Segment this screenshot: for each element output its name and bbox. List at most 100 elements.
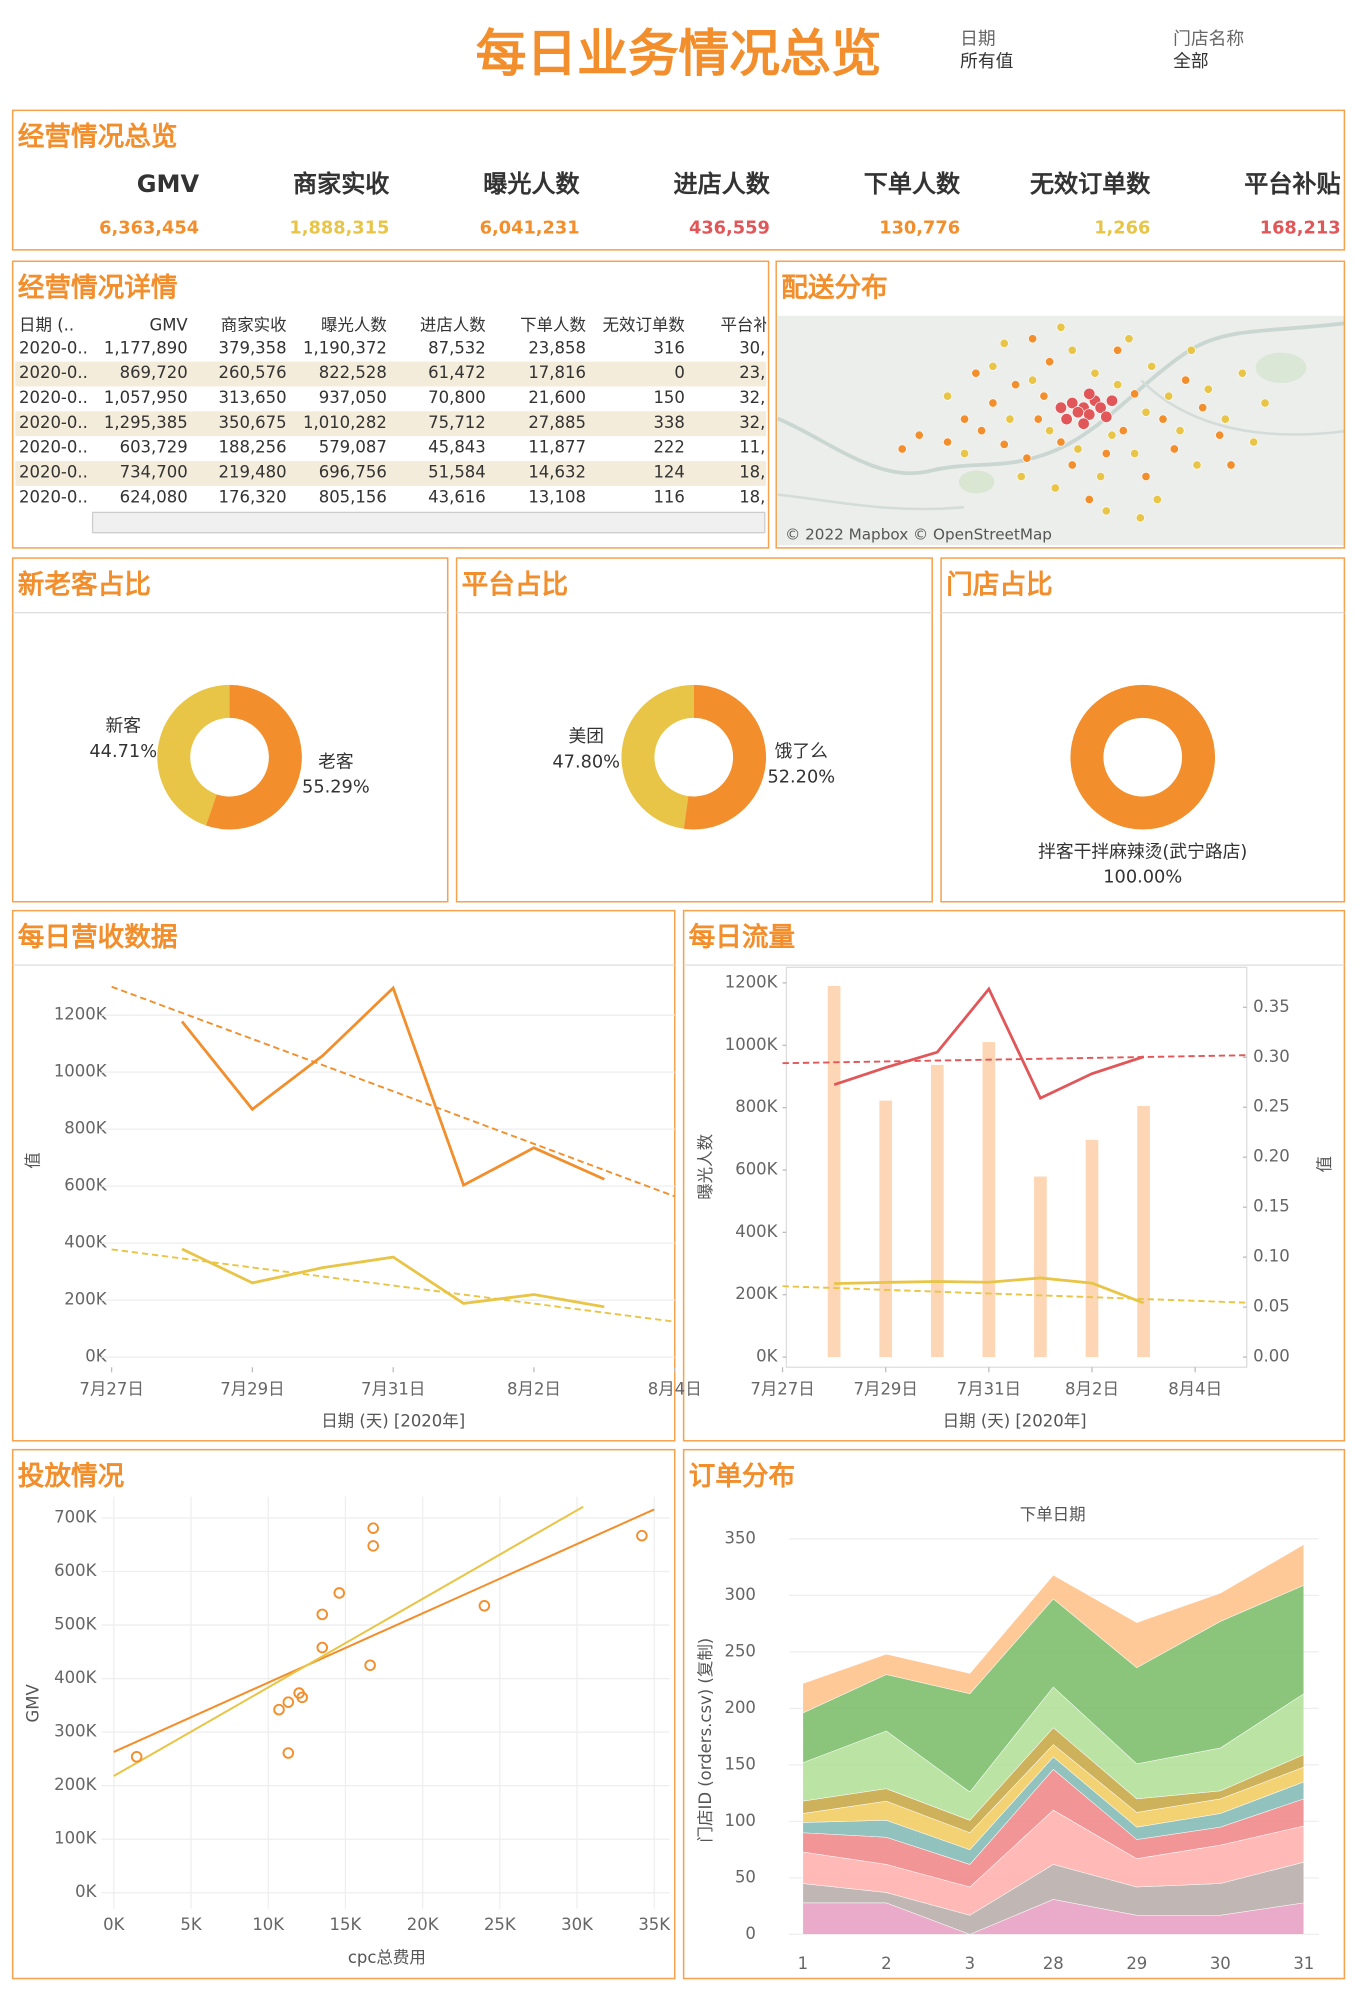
column-header: 无效订单数 (603, 315, 685, 334)
y-axis-label: 曝光人数 (696, 1134, 715, 1200)
kpi-value: 1,266 (1094, 218, 1150, 238)
y-axis-label: 值 (1315, 1156, 1334, 1172)
map-point (1141, 471, 1151, 482)
cell: 188,256 (219, 438, 287, 457)
cell: 17,816 (528, 363, 586, 382)
cell: 2020-0.. (19, 338, 88, 357)
x-tick-label: 1 (798, 1954, 808, 1973)
map-point (1056, 322, 1066, 332)
donut-slice (1070, 684, 1216, 830)
cell: 2020-0.. (19, 388, 88, 407)
y-tick-label: 600K (735, 1160, 778, 1179)
filter-label: 门店名称 (1173, 28, 1244, 49)
scatter-point (273, 1703, 285, 1716)
line (181, 1247, 605, 1309)
scrollbar[interactable] (91, 511, 766, 534)
y-tick-label: 0.35 (1253, 997, 1290, 1016)
y-tick-label: 300 (724, 1585, 755, 1604)
panel-title: 平台占比 (462, 569, 568, 600)
y-tick-label: 200 (724, 1698, 755, 1717)
y-tick-label: 50 (735, 1867, 756, 1886)
row-shade (15, 461, 767, 486)
map-point (1071, 406, 1084, 419)
map-point (943, 437, 953, 447)
cell: 2020-0.. (19, 463, 88, 482)
x-axis-label: 日期 (天) [2020年] (321, 1411, 465, 1430)
panel-frame (11, 1448, 676, 1980)
map-point (1056, 437, 1066, 447)
map-point (1067, 345, 1077, 355)
cell: 350,675 (219, 413, 287, 432)
map-point (1164, 391, 1174, 401)
x-tick-label: 0K (103, 1915, 125, 1934)
y-axis-label: 值 (24, 1152, 43, 1168)
map-point (1249, 437, 1259, 447)
cell: 27,885 (528, 413, 586, 432)
y-tick-label: 0.30 (1253, 1047, 1290, 1066)
y-tick-label: 200K (64, 1290, 107, 1309)
x-tick-label: 7月29日 (220, 1380, 284, 1399)
donut-slice (157, 684, 230, 826)
scatter-point (333, 1587, 346, 1599)
kpi-label: 曝光人数 (483, 170, 580, 198)
map-point (1039, 391, 1049, 401)
plot-frame (785, 966, 1248, 1368)
cell: 32,61 (739, 413, 786, 432)
line (180, 985, 605, 1188)
x-tick-label: 8月2日 (507, 1380, 561, 1399)
map-point (1090, 368, 1100, 378)
map-point (914, 430, 924, 440)
map-point (1028, 375, 1038, 385)
panel-title: 订单分布 (689, 1461, 796, 1492)
panel-title: 每日流量 (689, 922, 796, 953)
cell: 124 (653, 463, 684, 482)
map-point (960, 414, 970, 424)
cell: 822,528 (319, 363, 387, 382)
scatter-point (478, 1600, 491, 1612)
bar (1034, 1176, 1047, 1358)
map-point (1028, 334, 1038, 344)
map-point (1045, 426, 1055, 436)
cell: 219,480 (219, 463, 287, 482)
cell: 603,729 (120, 438, 188, 457)
map-attribution: © 2022 Mapbox © OpenStreetMap (785, 526, 1052, 544)
map-point (960, 449, 970, 459)
cell: 1,010,282 (303, 413, 387, 432)
y-tick-label: 700K (54, 1508, 97, 1527)
cell: 313,650 (219, 388, 287, 407)
map-point (1094, 401, 1107, 414)
kpi-value: 130,776 (879, 218, 960, 238)
x-tick-label: 8月4日 (1168, 1380, 1222, 1399)
cell: 18,67 (739, 487, 786, 506)
map-point (1084, 494, 1094, 504)
y-tick-label: 1000K (725, 1035, 779, 1054)
cell: 379,358 (219, 338, 287, 357)
bar (1137, 1106, 1150, 1358)
bar (930, 1064, 944, 1358)
map-point (943, 391, 953, 401)
slice-value: 100.00% (1103, 868, 1182, 888)
x-tick-label: 7月31日 (957, 1380, 1021, 1399)
y-tick-label: 0K (85, 1347, 107, 1366)
y-tick-label: 1000K (54, 1062, 108, 1081)
y-axis-label: GMV (24, 1683, 43, 1722)
map-point (1220, 414, 1230, 424)
panel-title: 经营情况详情 (18, 273, 178, 304)
kpi-label: 进店人数 (674, 170, 771, 198)
x-tick-label: 29 (1126, 1954, 1147, 1973)
filter-value: 全部 (1173, 51, 1209, 72)
kpi-label: 平台补贴 (1244, 170, 1340, 198)
table: 日期 (.. GMV 商家实收 曝光人数 进店人数 下单人数 无效订单数 平台补贴 2020-0… (15, 315, 786, 506)
map-background (777, 315, 1345, 546)
map-point (1077, 417, 1090, 430)
cell: 937,050 (319, 388, 387, 407)
cell: 14,632 (528, 463, 586, 482)
y-axis-label: 门店ID (orders.csv) (复制) (696, 1638, 715, 1843)
map-point (1186, 345, 1196, 355)
cell: 51,584 (428, 463, 486, 482)
cell: 260,576 (219, 363, 287, 382)
row-shade (15, 361, 767, 387)
cell: 45,843 (428, 438, 486, 457)
panel-title: 配送分布 (781, 273, 888, 304)
panel-frame (11, 909, 676, 1442)
